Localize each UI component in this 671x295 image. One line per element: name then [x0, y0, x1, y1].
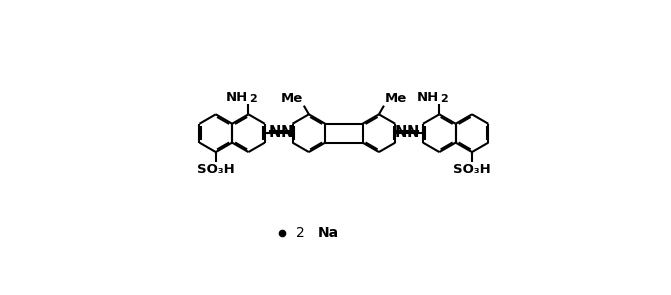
- Text: 2: 2: [440, 94, 448, 104]
- Text: SO₃H: SO₃H: [453, 163, 491, 176]
- Text: 2: 2: [296, 226, 305, 240]
- Text: N: N: [395, 125, 407, 140]
- Text: N: N: [280, 125, 293, 140]
- Text: Me: Me: [384, 92, 407, 105]
- Text: Me: Me: [281, 92, 303, 105]
- Text: SO₃H: SO₃H: [197, 163, 235, 176]
- Text: N: N: [407, 125, 419, 140]
- Text: NH: NH: [226, 91, 248, 104]
- Text: N: N: [269, 125, 281, 140]
- Text: Na: Na: [317, 226, 338, 240]
- Text: 2: 2: [249, 94, 256, 104]
- Text: NH: NH: [417, 91, 440, 104]
